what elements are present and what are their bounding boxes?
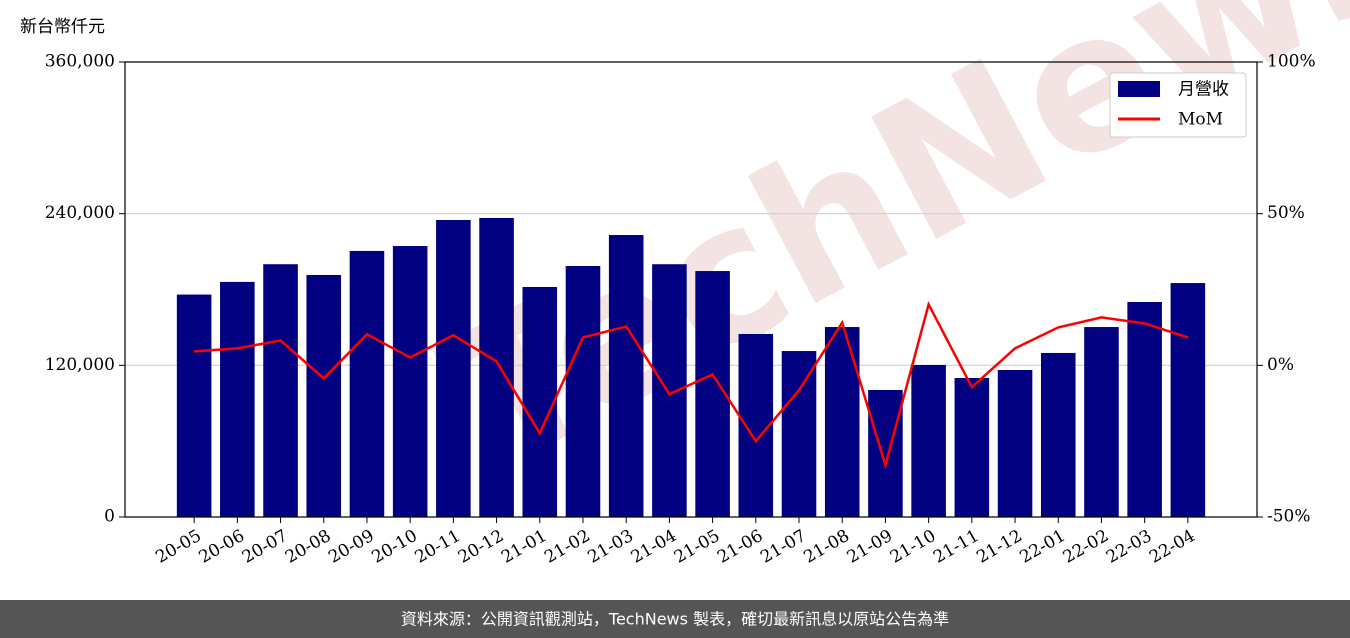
y-tick-label: 240,000: [45, 203, 115, 223]
y-tick-label: 0: [104, 507, 115, 527]
legend-swatch: [1118, 81, 1160, 97]
y-axis-unit: 新台幣仟元: [20, 17, 105, 37]
x-tick-label: 21-09: [844, 526, 896, 568]
bar: [565, 265, 601, 517]
y2-tick-label: 50%: [1267, 203, 1305, 223]
legend-label: 月營收: [1178, 80, 1229, 100]
x-tick-label: 21-07: [757, 526, 809, 568]
bar: [306, 274, 342, 517]
x-tick-label: 21-08: [801, 526, 853, 568]
bar: [220, 281, 255, 517]
bar: [522, 286, 558, 517]
x-tick-label: 22-03: [1103, 526, 1155, 568]
x-tick-label: 20-10: [368, 526, 420, 568]
bar: [349, 250, 385, 517]
x-tick-label: 20-05: [152, 526, 204, 568]
bar: [868, 389, 903, 517]
bar: [392, 246, 428, 517]
bar: [824, 327, 860, 517]
bar: [652, 264, 687, 517]
footer: 資料來源：公開資訊觀測站，TechNews 製表，確切最新訊息以原站公告為準: [401, 610, 949, 629]
plot-frame: [124, 61, 1258, 518]
x-tick-label: 22-04: [1146, 526, 1198, 568]
bar: [176, 294, 212, 517]
bar: [1040, 352, 1076, 517]
bar: [954, 377, 990, 517]
bar: [1170, 283, 1206, 517]
x-tick-label: 21-12: [973, 526, 1025, 568]
x-tick-label: 21-06: [714, 526, 766, 568]
x-tick-label: 21-03: [584, 526, 636, 568]
y-tick-label: 360,000: [45, 52, 115, 72]
x-tick-label: 21-04: [628, 526, 680, 568]
bar: [1084, 327, 1119, 517]
x-tick-label: 21-02: [541, 526, 593, 568]
x-tick-label: 21-05: [671, 526, 723, 568]
bar: [781, 351, 817, 517]
x-tick-label: 20-08: [282, 526, 334, 568]
bar: [263, 264, 298, 517]
x-tick-label: 20-06: [196, 526, 248, 568]
bar: [479, 217, 514, 518]
legend-label: MoM: [1178, 110, 1223, 130]
x-tick-label: 20-11: [412, 526, 464, 568]
x-tick-label: 22-02: [1060, 526, 1112, 568]
x-tick-label: 20-07: [239, 526, 291, 568]
x-tick-label: 20-12: [455, 526, 507, 568]
bar: [911, 364, 946, 517]
y2-tick-label: 0%: [1267, 355, 1294, 375]
footer-bar: [0, 600, 1350, 638]
bar: [608, 235, 644, 518]
y2-tick-label: -50%: [1267, 507, 1311, 527]
line: [194, 300, 1189, 470]
y-tick-label: 120,000: [45, 355, 115, 375]
x-tick-label: 21-11: [930, 526, 982, 568]
x-tick-label: 22-01: [1017, 526, 1069, 568]
bar: [1127, 302, 1162, 517]
y2-tick-label: 100%: [1267, 52, 1316, 72]
bar: [997, 370, 1033, 517]
x-tick-label: 20-09: [325, 526, 377, 568]
x-tick-label: 21-01: [498, 526, 550, 568]
bar: [436, 219, 471, 517]
x-tick-label: 21-10: [887, 526, 939, 568]
